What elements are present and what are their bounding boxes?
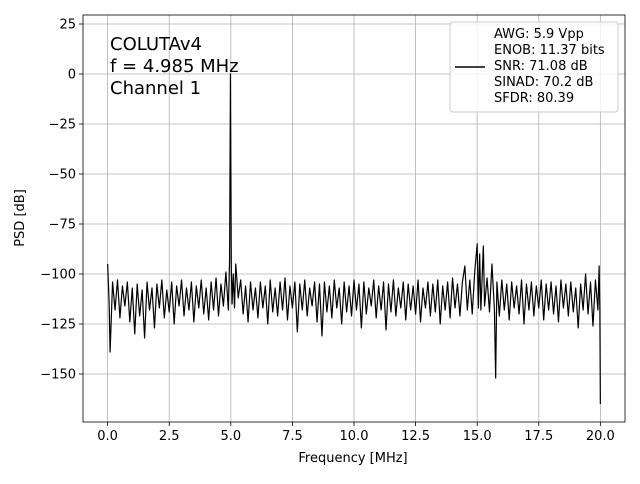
x-tick-label: 15.0 <box>463 429 492 444</box>
x-tick-label: 12.5 <box>401 429 430 444</box>
y-tick-label: −75 <box>49 218 76 233</box>
y-tick-label: 25 <box>59 18 76 33</box>
plot-frame <box>82 14 626 423</box>
y-tick-label: −25 <box>49 118 76 133</box>
legend-label: SINAD: 70.2 dB <box>494 75 593 90</box>
x-tick-label: 7.5 <box>282 429 303 444</box>
x-tick-label: 20.0 <box>586 429 615 444</box>
legend-label: ENOB: 11.37 bits <box>494 43 605 58</box>
psd-line <box>107 73 601 405</box>
y-tick-label: −125 <box>40 318 76 333</box>
annotation: Channel 1 <box>110 78 201 99</box>
x-tick-label: 2.5 <box>159 429 180 444</box>
legend-box <box>449 21 619 113</box>
y-axis-label: PSD [dB] <box>13 189 28 247</box>
y-tick-label: −150 <box>40 368 76 383</box>
y-tick-label: −100 <box>40 268 76 283</box>
x-tick-label: 17.5 <box>524 429 553 444</box>
annotation: COLUTAv4 <box>110 34 202 55</box>
legend-label: AWG: 5.9 Vpp <box>494 27 584 42</box>
x-axis-label: Frequency [MHz] <box>298 451 407 466</box>
x-tick-label: 5.0 <box>220 429 241 444</box>
y-tick-label: −50 <box>49 168 76 183</box>
annotation: f = 4.985 MHz <box>110 56 239 77</box>
legend-label: SFDR: 80.39 <box>494 91 574 106</box>
legend-label: SNR: 71.08 dB <box>494 59 588 74</box>
x-tick-label: 0.0 <box>97 429 118 444</box>
x-tick-label: 10.0 <box>340 429 369 444</box>
y-tick-label: 0 <box>68 68 76 83</box>
